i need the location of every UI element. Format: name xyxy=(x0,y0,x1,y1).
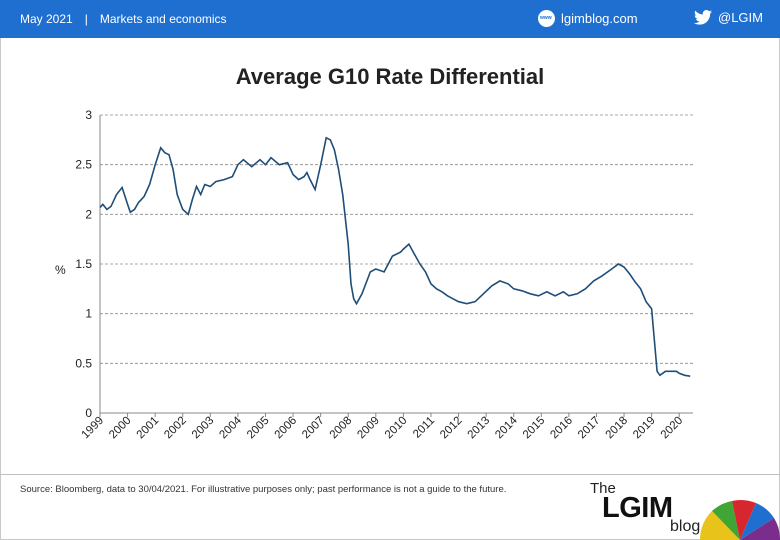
x-tick-labels: 1999 2000 2001 2002 2003 2004 2005 2006 2007 2008… xyxy=(80,413,686,442)
x-tick-label: 2008 xyxy=(328,415,355,442)
x-tick-label: 2003 xyxy=(190,415,217,442)
x-tick-label: 2009 xyxy=(355,415,382,442)
x-tick-label: 2001 xyxy=(135,415,162,442)
y-axis-label: % xyxy=(55,263,66,277)
header-separator: | xyxy=(84,12,88,26)
x-tick-label: 2017 xyxy=(576,415,603,442)
header-left: May 2021 | Markets and economics xyxy=(20,12,227,26)
y-tick-label: 2 xyxy=(85,207,92,221)
y-tick-labels: 0 0.5 1 1.5 2 2.5 3 xyxy=(75,108,92,420)
issue-date: May 2021 xyxy=(20,12,73,26)
y-tick-label: 0.5 xyxy=(75,356,92,370)
y-tick-label: 0 xyxy=(85,406,92,420)
series-line xyxy=(99,136,691,377)
x-tick-label: 2016 xyxy=(548,415,575,442)
y-tick-label: 3 xyxy=(85,108,92,122)
chart-title: Average G10 Rate Differential xyxy=(235,64,545,89)
x-tick-label: 2007 xyxy=(300,415,327,442)
y-tick-label: 1.5 xyxy=(75,257,92,271)
y-tick-label: 1 xyxy=(85,307,92,321)
section-link[interactable]: Markets and economics xyxy=(99,12,227,26)
x-tick-label: 2004 xyxy=(217,414,244,441)
x-tick-label: 2014 xyxy=(493,414,520,441)
x-tick-label: 2013 xyxy=(466,415,493,442)
x-tick-label: 2012 xyxy=(438,415,465,442)
x-tick-label: 2011 xyxy=(411,415,437,441)
x-tick-label: 2015 xyxy=(521,415,548,442)
logo-blog: blog xyxy=(670,518,701,535)
x-tick-label: 2006 xyxy=(273,415,300,442)
gridlines xyxy=(100,114,693,364)
x-tick-label: 2005 xyxy=(245,415,272,442)
source-note: Source: Bloomberg, data to 30/04/2021. F… xyxy=(20,484,507,495)
lgim-blog-logo[interactable]: The LGIM blog xyxy=(590,480,780,540)
umbrella-icon xyxy=(700,500,780,540)
x-tick-label: 2019 xyxy=(631,415,658,442)
logo-the: The xyxy=(590,480,616,497)
x-tick-label: 1999 xyxy=(80,415,107,442)
logo-lgim: LGIM xyxy=(602,492,673,524)
footer-divider xyxy=(0,474,780,475)
y-tick-label: 2.5 xyxy=(75,158,92,172)
x-tick-label: 2020 xyxy=(659,415,686,442)
globe-icon xyxy=(538,10,555,27)
site-label: lgimblog.com xyxy=(561,11,638,26)
site-link[interactable]: lgimblog.com xyxy=(538,10,638,27)
x-tick-label: 2002 xyxy=(162,415,189,442)
x-tick-label: 2018 xyxy=(604,415,631,442)
line-chart: 00.511.522.53 1999 2000 2001 2002 2003 2004 20… xyxy=(55,108,693,442)
x-tick-label: 2010 xyxy=(383,415,410,442)
twitter-link[interactable]: @LGIM xyxy=(694,10,763,25)
header-bar: May 2021 | Markets and economics lgimblog.… xyxy=(0,0,780,38)
handle-label: @LGIM xyxy=(718,10,763,25)
twitter-icon xyxy=(694,10,712,25)
x-tick-label: 2000 xyxy=(107,415,134,442)
